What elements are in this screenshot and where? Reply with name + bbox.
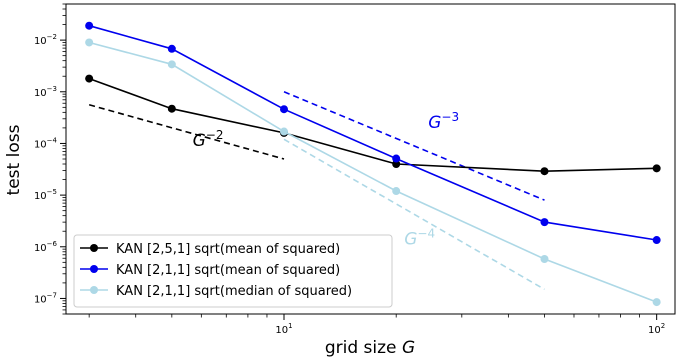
reference-line xyxy=(88,104,285,160)
reference-line-label: G−4 xyxy=(404,226,435,249)
data-point xyxy=(85,74,94,83)
y-axis-label: test loss xyxy=(4,124,24,195)
annotations: G−2 G−3 G−4 xyxy=(193,110,460,249)
x-axis-label: grid size G xyxy=(325,338,415,358)
reference-line-label: G−3 xyxy=(428,110,459,133)
axis-ticks: 101 102 10−7 10−6 10−5 10−4 10−3 10−2 xyxy=(34,3,665,336)
x-tick-label: 102 xyxy=(648,322,665,336)
y-tick-label: 10−3 xyxy=(34,85,57,99)
data-point xyxy=(652,164,661,173)
data-point xyxy=(85,38,94,47)
data-point xyxy=(280,127,289,136)
series-line xyxy=(88,41,657,303)
data-point xyxy=(392,154,401,163)
x-axis-label-text: grid size xyxy=(325,338,402,358)
data-point xyxy=(652,298,661,307)
data-point xyxy=(167,104,176,113)
legend-swatch-marker xyxy=(90,286,98,294)
legend-entry: KAN [2,5,1] sqrt(mean of squared) xyxy=(116,242,340,257)
legend-entry: KAN [2,1,1] sqrt(mean of squared) xyxy=(116,263,340,278)
series-line xyxy=(88,24,657,241)
data-point xyxy=(392,187,401,196)
data-point xyxy=(540,218,549,227)
reference-lines xyxy=(88,91,545,291)
y-tick-label: 10−2 xyxy=(34,33,57,47)
y-tick-label: 10−6 xyxy=(34,240,58,254)
legend: KAN [2,5,1] sqrt(mean of squared) KAN [2,… xyxy=(73,234,393,308)
series-line xyxy=(88,77,657,173)
reference-line xyxy=(283,138,545,291)
y-tick-label: 10−4 xyxy=(34,136,58,150)
reference-line xyxy=(283,91,545,201)
series-lines xyxy=(85,21,661,307)
legend-swatch-marker xyxy=(90,265,98,273)
legend-box xyxy=(73,234,393,308)
y-tick-label: 10−7 xyxy=(34,291,57,305)
data-point xyxy=(85,21,94,30)
x-axis-label-var: G xyxy=(402,338,415,358)
reference-line-label: G−2 xyxy=(193,128,224,151)
legend-entry: KAN [2,1,1] sqrt(median of squared) xyxy=(116,284,352,299)
y-tick-label: 10−5 xyxy=(34,188,57,202)
data-point xyxy=(167,60,176,69)
data-point xyxy=(540,167,549,176)
data-point xyxy=(652,236,661,245)
data-point xyxy=(167,44,176,53)
data-point xyxy=(280,105,289,114)
data-point xyxy=(540,255,549,264)
x-tick-label: 101 xyxy=(275,322,292,336)
legend-swatch-marker xyxy=(90,244,98,252)
